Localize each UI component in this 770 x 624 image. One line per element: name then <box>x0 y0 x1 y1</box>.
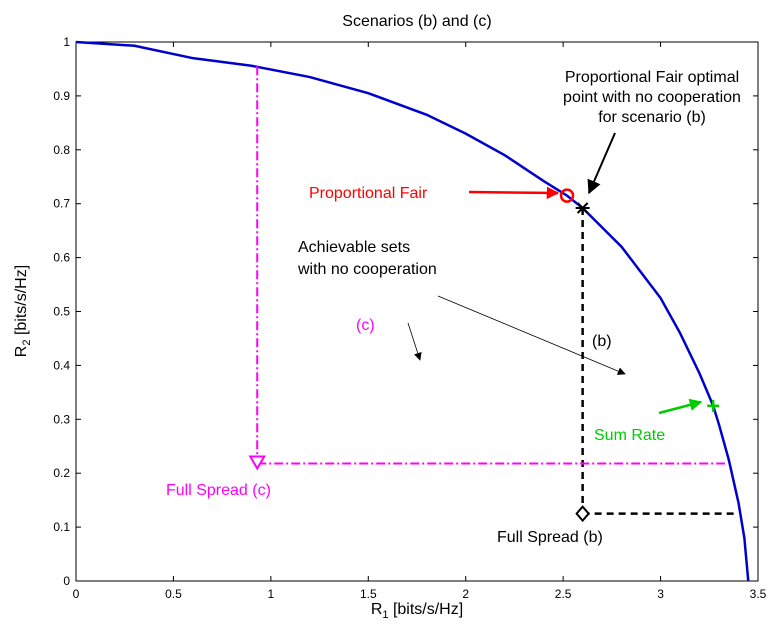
x-tick-label: 1.5 <box>360 587 377 601</box>
y-axis-label-unit: [bits/s/Hz] <box>13 265 30 340</box>
label-b: (b) <box>592 333 612 350</box>
y-tick-label: 0.1 <box>53 520 70 534</box>
y-tick-label: 0.8 <box>53 143 70 157</box>
proportional-fair-arrow <box>468 186 560 200</box>
x-axis-label-unit: [bits/s/Hz] <box>389 601 464 618</box>
achievable-arrow-b <box>437 295 626 375</box>
y-tick-label: 0.2 <box>53 466 70 480</box>
achievable-arrow-c <box>407 322 422 361</box>
pf-no-coop-label-line1: Proportional Fair optimal <box>565 69 739 86</box>
proportional-fair-label: Proportional Fair <box>309 185 428 202</box>
x-tick-label: 0 <box>73 587 80 601</box>
rate-region-boundary <box>75 40 750 582</box>
x-tick-label: 1 <box>268 587 275 601</box>
sum-rate-arrow <box>658 398 703 415</box>
x-tick-label: 3.5 <box>750 587 767 601</box>
x-axis-ticks: 0 0.5 1 1.5 2 2.5 3 3.5 <box>73 42 767 601</box>
y-axis-label-main: R <box>13 346 30 358</box>
y-tick-label: 0.9 <box>53 89 70 103</box>
pf-no-coop-arrow <box>587 132 616 195</box>
y-tick-label: 0.5 <box>53 305 70 319</box>
pf-no-cooperation-marker <box>575 202 590 214</box>
chart-title: Scenarios (b) and (c) <box>342 13 491 30</box>
y-tick-label: 0.3 <box>53 412 70 426</box>
series-layer <box>75 40 750 582</box>
x-tick-label: 0.5 <box>165 587 182 601</box>
achievable-label-line1: Achievable sets <box>298 239 410 256</box>
x-axis-label: R1 [bits/s/Hz] <box>371 601 463 621</box>
label-c: (c) <box>356 317 375 334</box>
x-tick-label: 2 <box>462 587 469 601</box>
y-axis-ticks: 0 0.1 0.2 0.3 0.4 0.5 0.6 0.7 0.8 0.9 1 <box>53 35 758 588</box>
full-spread-c-marker <box>248 455 266 471</box>
y-tick-label: 0 <box>63 574 70 588</box>
pf-no-coop-label-line2: point with no cooperation <box>563 89 741 106</box>
y-tick-label: 0.4 <box>53 358 70 372</box>
pf-no-coop-label-line3: for scenario (b) <box>598 109 706 126</box>
y-axis-label: R2 [bits/s/Hz] <box>13 265 33 357</box>
x-axis-label-main: R <box>371 601 383 618</box>
proportional-fair-marker <box>559 188 575 203</box>
annotation-arrows <box>407 132 703 415</box>
y-axis-label-subscript: 2 <box>21 340 33 346</box>
x-tick-label: 3 <box>657 587 664 601</box>
x-axis-label-subscript: 1 <box>382 609 388 621</box>
y-tick-label: 0.7 <box>53 197 70 211</box>
sum-rate-marker <box>707 399 720 412</box>
y-tick-label: 0.6 <box>53 251 70 265</box>
full-spread-c-label: Full Spread (c) <box>166 482 271 499</box>
full-spread-b-marker <box>575 505 590 523</box>
y-tick-label: 1 <box>63 35 70 49</box>
x-tick-label: 2.5 <box>555 587 572 601</box>
sum-rate-label: Sum Rate <box>594 427 665 444</box>
full-spread-b-label: Full Spread (b) <box>497 529 603 546</box>
markers-layer <box>248 188 720 523</box>
achievable-label-line2: with no cooperation <box>297 261 437 278</box>
annotation-texts: Proportional Fair Proportional Fair opti… <box>166 69 741 546</box>
